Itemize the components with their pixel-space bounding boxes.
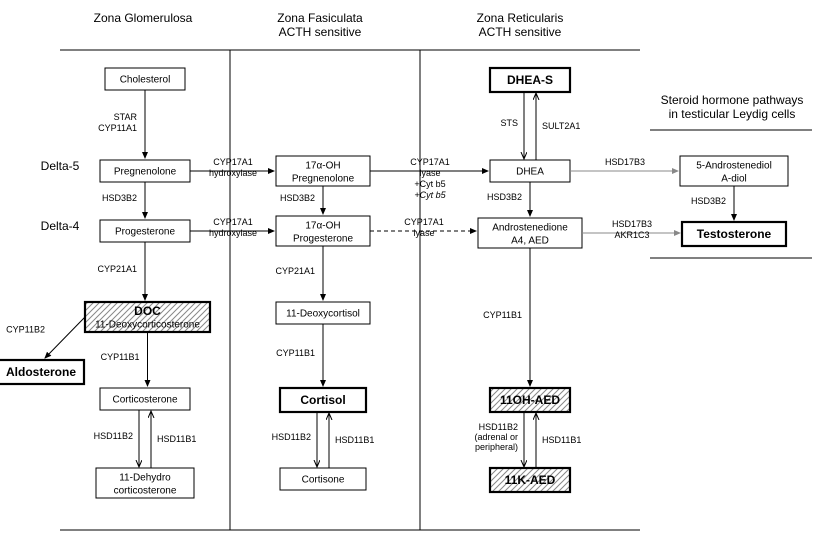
edge-label: CYP11B1	[276, 348, 315, 358]
edge-label: HSD17B3	[612, 219, 652, 229]
edge-label: HSD3B2	[487, 192, 522, 202]
node-label: 17α-OH	[305, 161, 340, 172]
row-label: Delta-5	[41, 159, 80, 173]
edge-label: HSD17B3	[605, 157, 645, 167]
edge-label: hydroxylase	[209, 228, 257, 238]
edge-label: +Cyt b5	[414, 190, 446, 200]
column-header: Zona Glomerulosa	[94, 11, 193, 25]
node-sublabel: A-diol	[721, 174, 747, 185]
node-label: 11OH-AED	[500, 393, 560, 407]
edge-label: peripheral)	[475, 442, 518, 452]
edge-label: CYP21A1	[275, 266, 315, 276]
column-header: Zona Fasiculata	[277, 11, 363, 25]
column-header: ACTH sensitive	[279, 25, 362, 39]
right-title: Steroid hormone pathways	[661, 93, 804, 107]
node-label: Pregnenolone	[114, 167, 177, 178]
edge-label: +Cyt b5	[414, 179, 445, 189]
edge-label: SULT2A1	[542, 121, 580, 131]
node-sublabel: Pregnenolone	[292, 174, 355, 185]
node-sublabel: corticosterone	[114, 486, 177, 497]
node-label: 11K-AED	[505, 473, 556, 487]
node-label: Androstenedione	[492, 223, 568, 234]
node-label: 5-Androstenediol	[696, 161, 772, 172]
node-label: Progesterone	[115, 227, 175, 238]
edge-label: AKR1C3	[614, 230, 649, 240]
node-sublabel: A4, AED	[511, 236, 549, 247]
edge-label: CYP17A1	[404, 217, 444, 227]
node-label: DHEA-S	[507, 73, 553, 87]
edge-label: CYP11B2	[6, 325, 45, 335]
node-label: DHEA	[516, 167, 544, 178]
column-header: Zona Reticularis	[477, 11, 564, 25]
edge-label: CYP11A1	[98, 123, 137, 133]
node-sublabel: 11-Deoxycorticosterone	[95, 320, 200, 331]
edge-label: (adrenal or	[474, 432, 518, 442]
row-label: Delta-4	[41, 219, 80, 233]
edge-label: HSD11B1	[335, 435, 374, 445]
node-label: Cholesterol	[120, 75, 171, 86]
edge-label: lyase	[413, 228, 434, 238]
edge	[45, 317, 85, 358]
node-label: DOC	[134, 304, 161, 318]
node-label: 17α-OH	[305, 221, 340, 232]
edge-label: HSD11B2	[479, 422, 518, 432]
node-label: Cortisone	[302, 475, 345, 486]
edge-label: CYP17A1	[213, 157, 253, 167]
edge-label: HSD11B1	[157, 434, 196, 444]
edge-label: HSD3B2	[102, 193, 137, 203]
node-label: 11-Deoxycortisol	[286, 309, 360, 320]
edge-label: lyase	[419, 168, 440, 178]
node-label: 11-Dehydro	[119, 473, 171, 484]
edge-label: HSD11B1	[542, 435, 581, 445]
edge-label: CYP21A1	[97, 264, 137, 274]
node-label: Cortisol	[300, 393, 345, 407]
column-header: ACTH sensitive	[479, 25, 562, 39]
edge-label: HSD11B2	[94, 431, 133, 441]
edge-label: hydroxylase	[209, 168, 257, 178]
edge-label: HSD11B2	[272, 432, 311, 442]
node-label: Corticosterone	[112, 395, 177, 406]
edge-label: CYP11B1	[101, 352, 140, 362]
edge-label: STS	[500, 118, 518, 128]
node-sublabel: Progesterone	[293, 234, 353, 245]
pathway-diagram: Zona GlomerulosaZona FasiculataACTH sens…	[0, 0, 824, 544]
edge-label: STAR	[114, 112, 138, 122]
edge-label: HSD3B2	[280, 193, 315, 203]
edge-label: HSD3B2	[691, 196, 726, 206]
edge-label: CYP11B1	[483, 310, 522, 320]
node-label: Testosterone	[697, 227, 772, 241]
edge-label: CYP17A1	[410, 157, 450, 167]
right-title: in testicular Leydig cells	[669, 107, 796, 121]
node-label: Aldosterone	[6, 365, 76, 379]
edge-label: CYP17A1	[213, 217, 253, 227]
